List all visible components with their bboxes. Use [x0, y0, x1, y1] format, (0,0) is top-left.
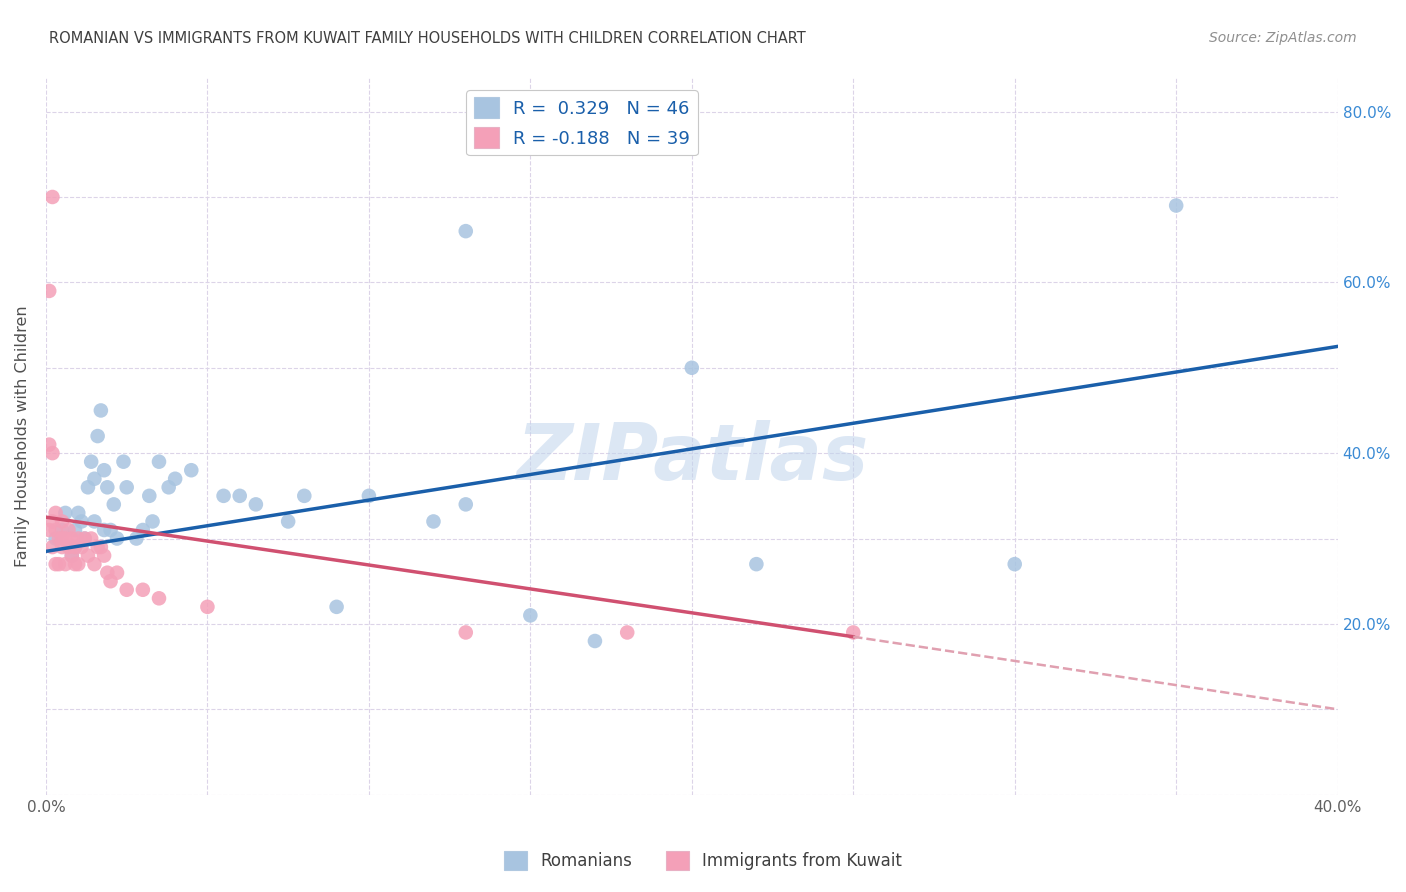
Point	[357, 489, 380, 503]
Point	[38, 523, 60, 537]
Point	[212, 489, 235, 503]
Point	[100, 523, 122, 537]
Point	[245, 497, 267, 511]
Point	[67, 557, 90, 571]
Point	[45, 557, 67, 571]
Point	[51, 540, 73, 554]
Point	[148, 591, 170, 606]
Point	[454, 497, 477, 511]
Point	[138, 489, 160, 503]
Point	[70, 540, 93, 554]
Point	[90, 540, 112, 554]
Point	[45, 532, 67, 546]
Point	[51, 523, 73, 537]
Point	[648, 138, 671, 153]
Point	[41, 190, 63, 204]
Point	[141, 515, 163, 529]
Point	[60, 549, 83, 563]
Point	[157, 480, 180, 494]
Point	[93, 523, 115, 537]
Point	[583, 634, 606, 648]
Point	[1166, 198, 1188, 212]
Point	[83, 472, 105, 486]
Point	[132, 523, 155, 537]
Point	[115, 480, 138, 494]
Point	[77, 480, 100, 494]
Point	[228, 489, 250, 503]
Point	[38, 284, 60, 298]
Point	[83, 515, 105, 529]
Point	[83, 557, 105, 571]
Point	[48, 532, 70, 546]
Point	[58, 540, 80, 554]
Point	[86, 540, 108, 554]
Point	[103, 497, 125, 511]
Point	[105, 532, 128, 546]
Point	[60, 532, 83, 546]
Point	[148, 455, 170, 469]
Point	[292, 489, 315, 503]
Point	[63, 540, 86, 554]
Text: Source: ZipAtlas.com: Source: ZipAtlas.com	[1209, 31, 1357, 45]
Point	[45, 506, 67, 520]
Point	[125, 532, 148, 546]
Point	[277, 515, 299, 529]
Point	[60, 549, 83, 563]
Point	[197, 599, 219, 614]
Point	[616, 625, 638, 640]
Point	[100, 574, 122, 589]
Point	[67, 506, 90, 520]
Point	[132, 582, 155, 597]
Point	[53, 557, 76, 571]
Legend: R =  0.329   N = 46, R = -0.188   N = 39: R = 0.329 N = 46, R = -0.188 N = 39	[467, 90, 697, 155]
Point	[70, 515, 93, 529]
Point	[51, 532, 73, 546]
Point	[80, 532, 103, 546]
Point	[63, 523, 86, 537]
Point	[41, 446, 63, 460]
Point	[93, 549, 115, 563]
Point	[454, 625, 477, 640]
Point	[58, 523, 80, 537]
Point	[67, 532, 90, 546]
Point	[53, 506, 76, 520]
Point	[77, 549, 100, 563]
Point	[63, 540, 86, 554]
Point	[45, 523, 67, 537]
Point	[842, 625, 865, 640]
Point	[38, 437, 60, 451]
Point	[112, 455, 135, 469]
Point	[86, 429, 108, 443]
Point	[73, 532, 96, 546]
Point	[745, 557, 768, 571]
Text: ZIPatlas: ZIPatlas	[516, 419, 868, 496]
Point	[519, 608, 541, 623]
Point	[454, 224, 477, 238]
Point	[180, 463, 202, 477]
Point	[325, 599, 347, 614]
Text: ROMANIAN VS IMMIGRANTS FROM KUWAIT FAMILY HOUSEHOLDS WITH CHILDREN CORRELATION C: ROMANIAN VS IMMIGRANTS FROM KUWAIT FAMIL…	[49, 31, 806, 46]
Point	[1004, 557, 1026, 571]
Point	[63, 557, 86, 571]
Point	[90, 403, 112, 417]
Point	[51, 515, 73, 529]
Point	[422, 515, 444, 529]
Point	[115, 582, 138, 597]
Point	[96, 480, 118, 494]
Y-axis label: Family Households with Children: Family Households with Children	[15, 305, 30, 567]
Point	[53, 532, 76, 546]
Point	[105, 566, 128, 580]
Point	[165, 472, 187, 486]
Point	[41, 515, 63, 529]
Point	[41, 540, 63, 554]
Point	[96, 566, 118, 580]
Point	[48, 557, 70, 571]
Point	[681, 360, 703, 375]
Point	[73, 532, 96, 546]
Point	[80, 455, 103, 469]
Point	[93, 463, 115, 477]
Legend: Romanians, Immigrants from Kuwait: Romanians, Immigrants from Kuwait	[498, 844, 908, 877]
